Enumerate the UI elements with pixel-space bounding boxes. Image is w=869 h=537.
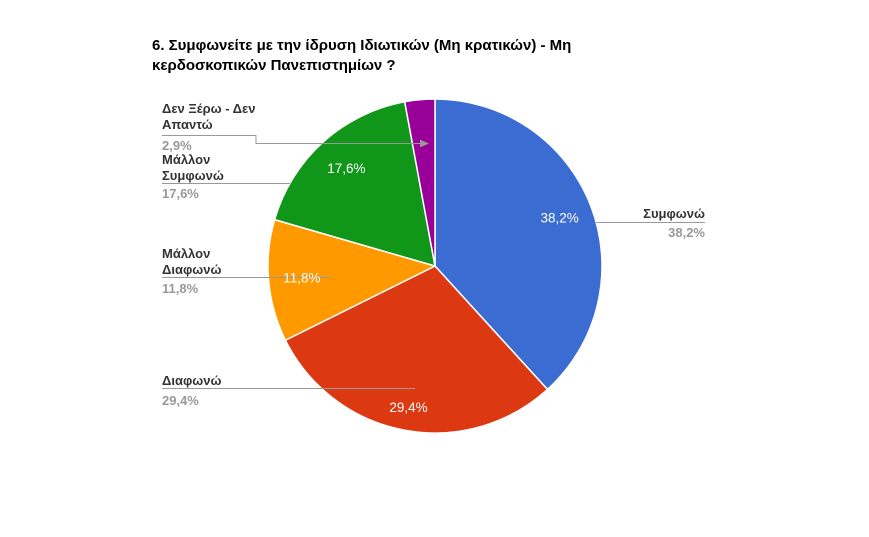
pie-slice-4[interactable] <box>403 98 436 267</box>
slice-label: Διαφωνώ <box>162 373 222 388</box>
chart-title: 6. Συμφωνείτε με την ίδρυση Ιδιωτικών (Μ… <box>152 37 572 74</box>
slice-percent: 29,4% <box>162 393 199 408</box>
slice-inner-percent: 17,6% <box>327 161 365 176</box>
slice-inner-percent: 29,4% <box>389 400 427 415</box>
slice-label: Συμφωνώ <box>643 206 705 221</box>
callout-mallon-symfono: Μάλλον Συμφωνώ 17,6% <box>162 152 248 200</box>
callout-dont-know: Δεν Ξέρω - Δεν Απαντώ 2,9% <box>162 101 266 152</box>
callout-lines <box>162 135 705 389</box>
slice-label: Μάλλον Διαφωνώ <box>162 246 222 277</box>
callout-mallon-diafono: Μάλλον Διαφωνώ 11,8% <box>162 246 248 295</box>
slice-percent: 2,9% <box>162 138 192 153</box>
callout-symfono: Συμφωνώ 38,2% <box>575 206 705 239</box>
callout-line-dont-know <box>162 135 420 144</box>
slice-inner-percent: 11,8% <box>283 271 320 286</box>
slice-inner-percent: 38,2% <box>540 210 578 225</box>
slice-percent: 38,2% <box>668 225 705 240</box>
slice-percent: 17,6% <box>162 186 199 201</box>
callout-arrow-icon <box>420 139 429 148</box>
pie-slice-2[interactable] <box>267 218 436 341</box>
slice-label: Δεν Ξέρω - Δεν Απαντώ <box>162 101 256 132</box>
pie-slices <box>267 98 603 434</box>
slice-percent: 11,8% <box>162 281 199 296</box>
pie-slice-0[interactable] <box>434 98 603 391</box>
slice-inner-labels: 38,2% 29,4% 11,8% 17,6% <box>283 161 578 415</box>
slice-label: Μάλλον Συμφωνώ <box>162 152 224 183</box>
callout-diafono: Διαφωνώ 29,4% <box>162 373 282 407</box>
pie-slice-3[interactable] <box>273 101 436 267</box>
